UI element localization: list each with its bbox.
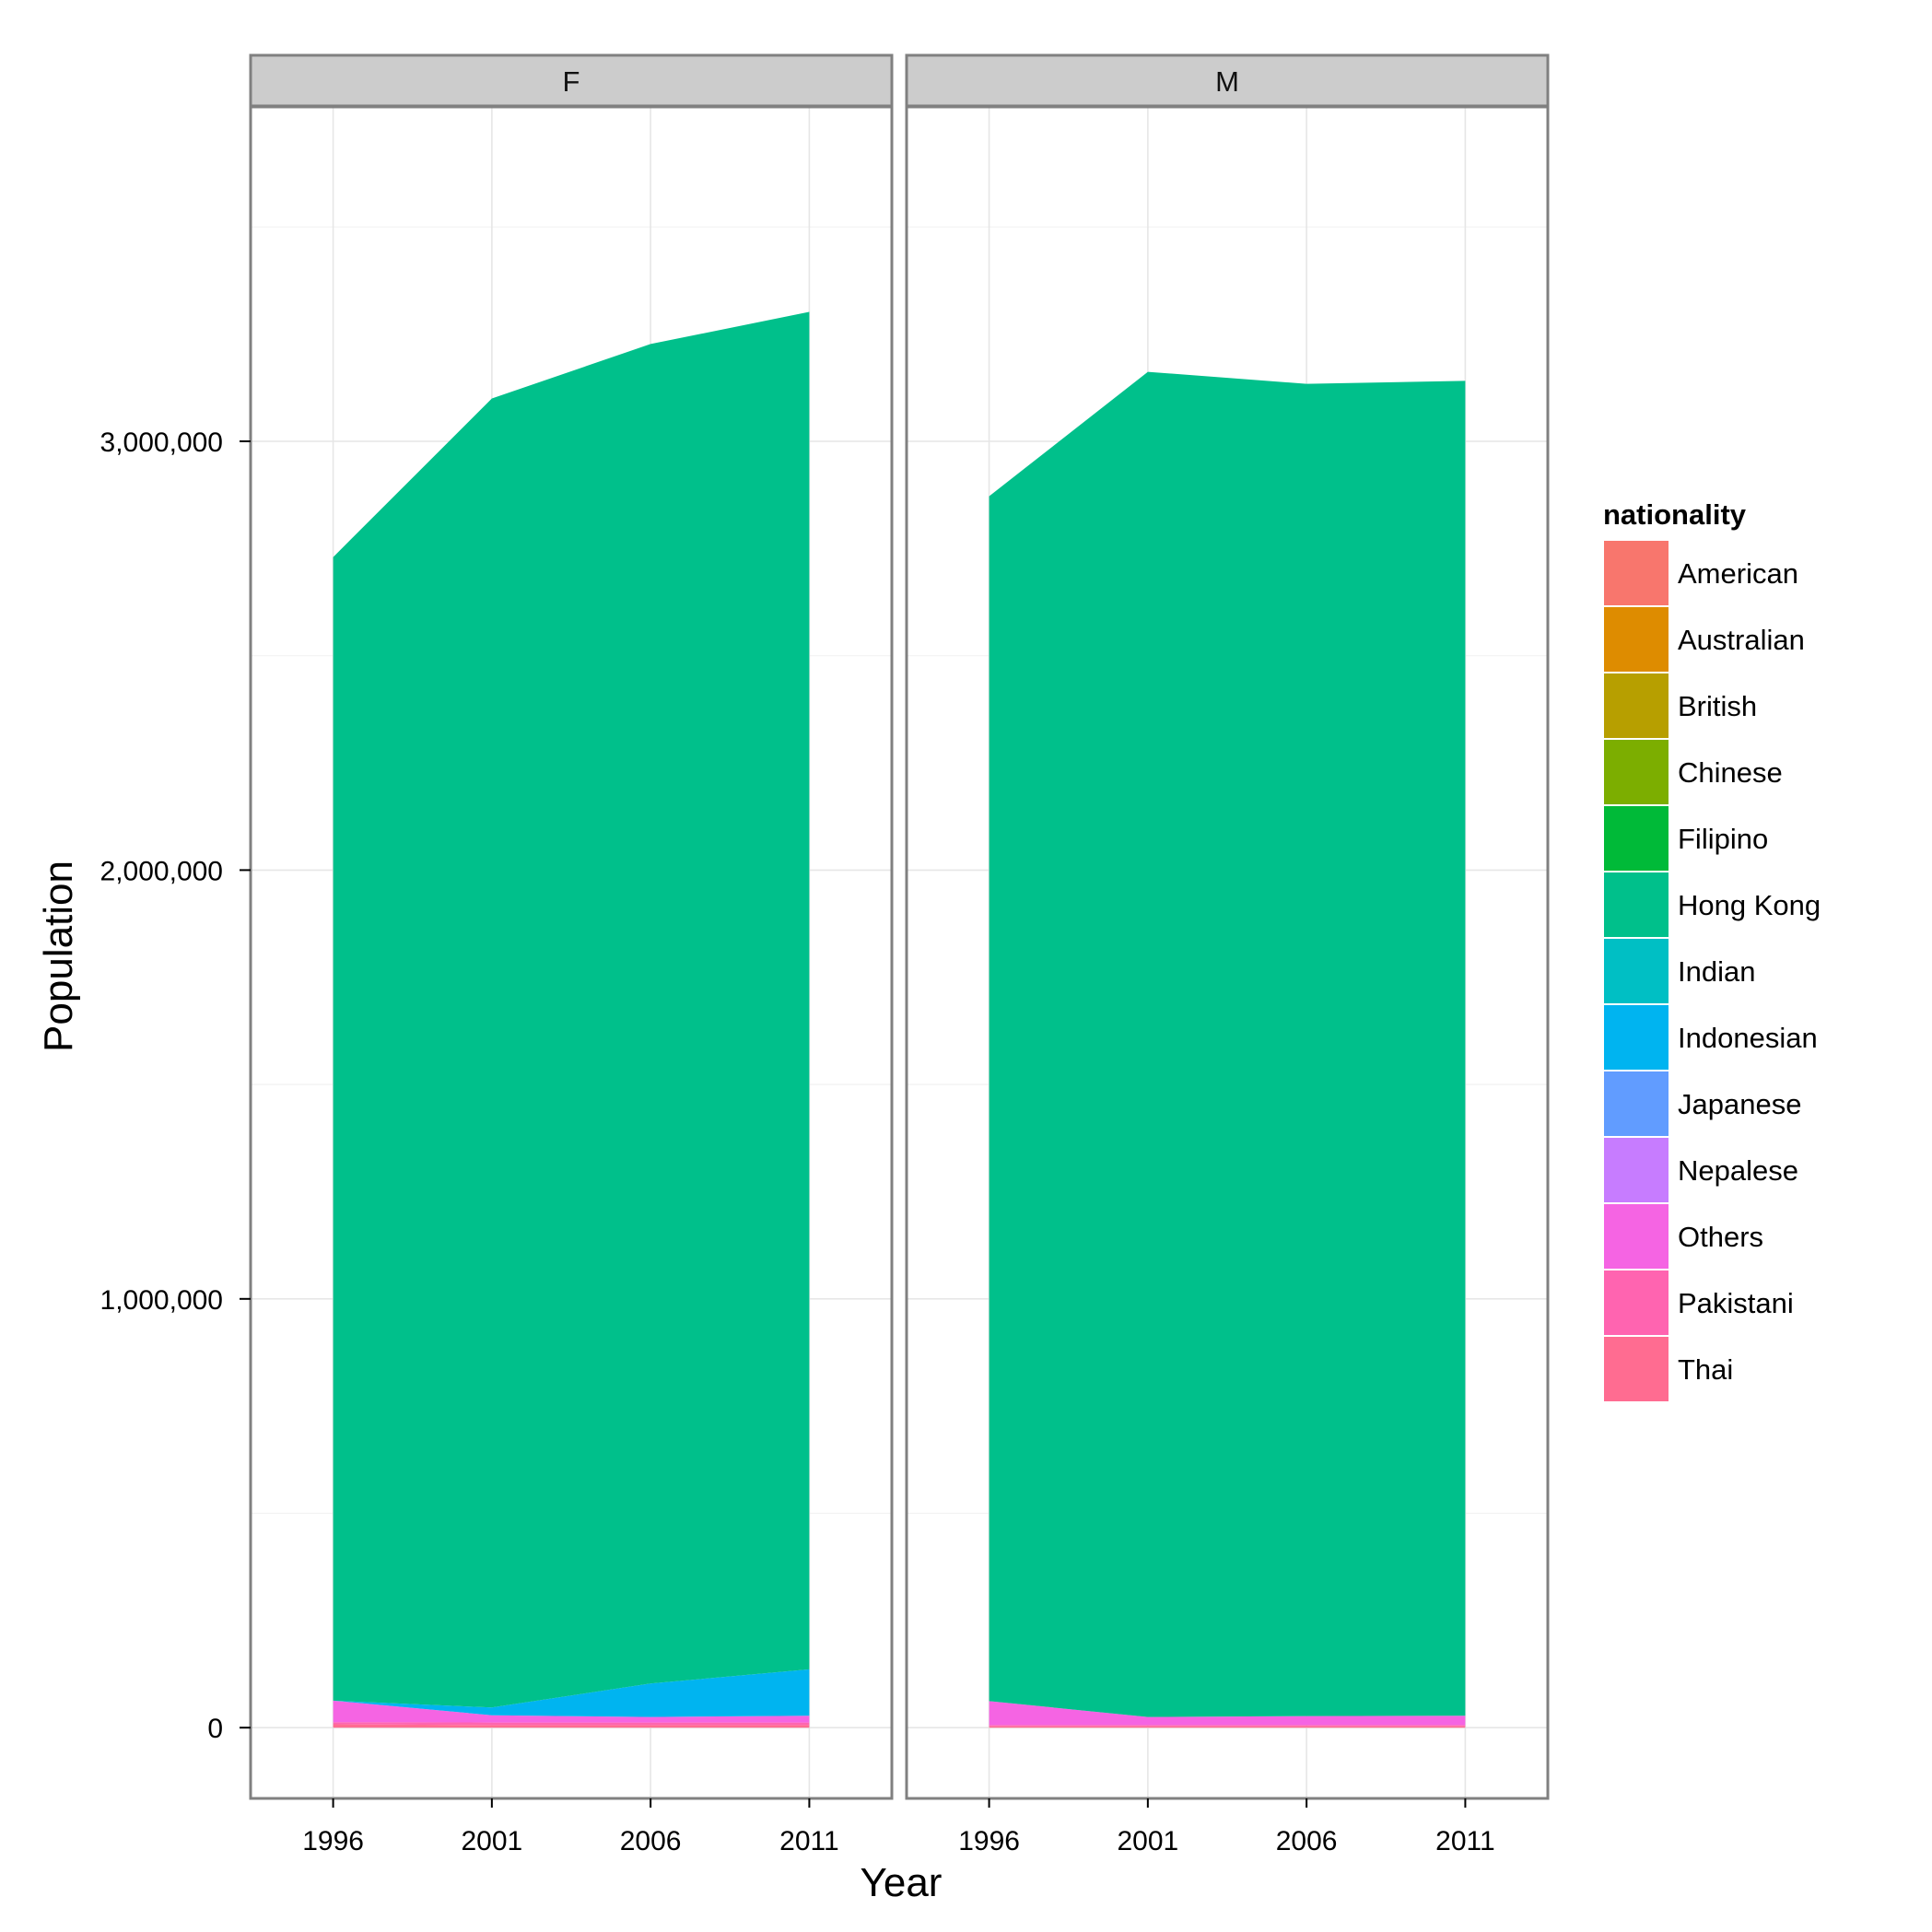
area-others [333,1700,810,1723]
facet-panels: F 1996 2001 2006 2011 M 1996 2001 2006 2011 [249,53,1550,1856]
area-hong-kong [333,311,810,1708]
legend-key-indian [1602,937,1670,1005]
area-pakistani [333,1722,810,1726]
legend: nationality American Australian British Chi… [1602,498,1821,1403]
x-tick-label: 2006 [620,1826,682,1856]
legend-title: nationality [1603,498,1747,531]
legend-label-others: Others [1678,1221,1763,1253]
facet-strip-label: M [1215,65,1239,98]
x-tick-label: 2006 [1276,1826,1338,1856]
legend-label-thai: Thai [1678,1353,1733,1386]
facet-strip-label: F [563,65,580,98]
x-tick-label: 1996 [958,1826,1020,1856]
legend-key-american [1602,539,1670,607]
legend-label-hong-kong: Hong Kong [1678,889,1821,921]
facet-strip-m [905,53,1550,108]
x-tick-label: 2001 [461,1826,522,1856]
legend-label-nepalese: Nepalese [1678,1154,1798,1187]
legend-label-japanese: Japanese [1678,1088,1801,1120]
area-thai [333,1724,810,1728]
y-tick-label: 2,000,000 [100,856,223,886]
x-tick-label: 2011 [779,1826,839,1856]
legend-label-pakistani: Pakistani [1678,1287,1794,1319]
facet-panel-f: F 1996 2001 2006 2011 [249,53,894,1856]
legend-label-indian: Indian [1678,955,1755,988]
facet-panel-m: M 1996 2001 2006 2011 [905,53,1550,1856]
legend-key-hong-kong [1602,871,1670,939]
area-hong-kong [989,371,1466,1717]
x-tick-label: 2011 [1435,1826,1495,1856]
legend-key-british [1602,672,1670,740]
area-indonesian [333,1669,810,1717]
y-tick-label: 1,000,000 [100,1285,223,1316]
legend-label-british: British [1678,690,1757,722]
x-axis-title: Year [861,1860,943,1905]
y-axis: 0 1,000,000 2,000,000 3,000,000 [100,427,251,1744]
legend-label-australian: Australian [1678,624,1805,656]
legend-key-others [1602,1202,1670,1270]
area-others [989,1701,1466,1726]
legend-key-chinese [1602,738,1670,806]
legend-label-filipino: Filipino [1678,823,1768,855]
legend-key-nepalese [1602,1136,1670,1204]
legend-label-american: American [1678,557,1798,590]
legend-key-thai [1602,1335,1670,1403]
legend-key-indonesian [1602,1003,1670,1071]
x-tick-label: 2001 [1117,1826,1178,1856]
legend-key-pakistani [1602,1269,1670,1337]
legend-label-indonesian: Indonesian [1678,1022,1818,1054]
y-axis-title: Population [36,861,81,1052]
legend-key-filipino [1602,804,1670,872]
facet-strip-f [249,53,894,108]
y-tick-label: 3,000,000 [100,427,223,458]
legend-key-australian [1602,605,1670,673]
x-tick-label: 1996 [302,1826,364,1856]
y-tick-label: 0 [207,1714,223,1744]
area-pakistani [989,1725,1466,1727]
legend-label-chinese: Chinese [1678,756,1783,789]
legend-key-japanese [1602,1070,1670,1138]
